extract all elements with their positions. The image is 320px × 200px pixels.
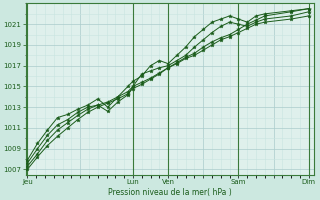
X-axis label: Pression niveau de la mer( hPa ): Pression niveau de la mer( hPa ) xyxy=(108,188,232,197)
